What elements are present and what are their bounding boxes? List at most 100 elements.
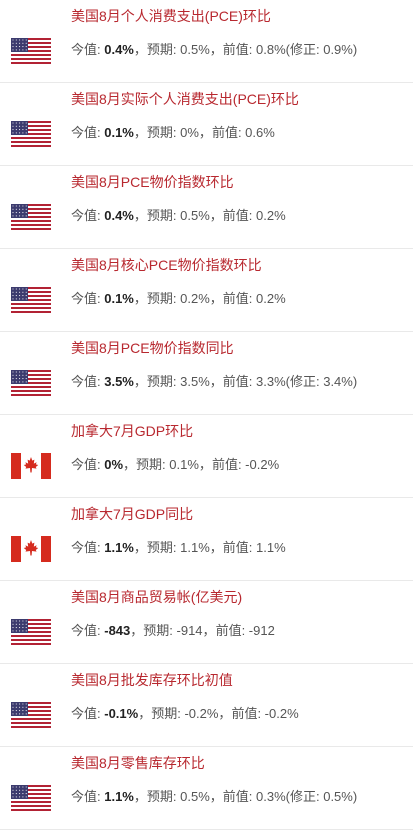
forecast-value: 3.5% [180, 374, 210, 389]
indicator-values: 今值: 0.1%，预期: 0.2%，前值: 0.2% [71, 288, 286, 307]
previous-label: 前值: [222, 42, 257, 57]
calendar-item-7[interactable]: 加拿大7月GDP同比 今值: 1.1%，预期: 1.1%，前值: 1.1% [0, 498, 413, 581]
forecast-label: 预期: [151, 706, 185, 721]
separator: ， [209, 291, 223, 306]
actual-value: 0.1% [104, 125, 134, 140]
actual-label: 今值: [71, 706, 105, 721]
previous-value: 0.3% [256, 789, 286, 804]
separator: ， [133, 208, 147, 223]
us-flag-icon [11, 785, 51, 811]
actual-label: 今值: [71, 540, 105, 555]
indicator-title[interactable]: 加拿大7月GDP环比 [71, 423, 194, 439]
previous-value: 0.2% [256, 208, 286, 223]
separator: ， [209, 42, 223, 57]
previous-label: 前值: [215, 623, 249, 638]
canada-flag-icon [11, 453, 51, 479]
separator: ， [209, 789, 223, 804]
actual-value: 0.4% [104, 42, 134, 57]
previous-value: 3.3% [256, 374, 286, 389]
us-flag-icon [11, 619, 51, 645]
indicator-values: 今值: 1.1%，预期: 0.5%，前值: 0.3%(修正: 0.5%) [71, 786, 357, 805]
separator: ， [218, 706, 232, 721]
forecast-label: 预期: [146, 789, 181, 804]
calendar-item-10[interactable]: 美国8月零售库存环比 今值: 1.1%，预期: 0.5%，前值: 0.3%(修正… [0, 747, 413, 830]
forecast-value: -0.2% [184, 706, 219, 721]
actual-value: -843 [104, 623, 131, 638]
forecast-label: 预期: [146, 374, 181, 389]
separator: ， [130, 623, 144, 638]
forecast-label: 预期: [146, 208, 181, 223]
indicator-title[interactable]: 美国8月零售库存环比 [71, 755, 205, 771]
forecast-value: 0.5% [180, 208, 210, 223]
actual-value: 0.1% [104, 291, 134, 306]
calendar-item-3[interactable]: 美国8月PCE物价指数环比 今值: 0.4%，预期: 0.5%，前值: 0.2% [0, 166, 413, 249]
separator: ， [202, 623, 216, 638]
previous-value: -0.2% [245, 457, 280, 472]
separator: ， [209, 540, 223, 555]
previous-value: 0.8% [256, 42, 286, 57]
forecast-label: 预期: [136, 457, 170, 472]
actual-label: 今值: [71, 125, 105, 140]
separator: ， [198, 125, 212, 140]
revised-value: (修正: 0.5%) [285, 789, 358, 804]
forecast-label: 预期: [146, 42, 181, 57]
calendar-item-5[interactable]: 美国8月PCE物价指数同比 今值: 3.5%，预期: 3.5%，前值: 3.3%… [0, 332, 413, 415]
forecast-value: 0.2% [180, 291, 210, 306]
indicator-title[interactable]: 美国8月PCE物价指数环比 [71, 174, 234, 190]
previous-value: -0.2% [264, 706, 299, 721]
indicator-values: 今值: 0.4%，预期: 0.5%，前值: 0.2% [71, 205, 286, 224]
separator: ， [198, 457, 212, 472]
separator: ， [133, 374, 147, 389]
actual-value: 0.4% [104, 208, 134, 223]
actual-label: 今值: [71, 374, 105, 389]
revised-value: (修正: 3.4%) [285, 374, 358, 389]
forecast-value: 0.1% [169, 457, 199, 472]
calendar-item-8[interactable]: 美国8月商品贸易帐(亿美元) 今值: -843，预期: -914，前值: -91… [0, 581, 413, 664]
indicator-title[interactable]: 美国8月批发库存环比初值 [71, 672, 233, 688]
indicator-title[interactable]: 加拿大7月GDP同比 [71, 506, 194, 522]
actual-value: 1.1% [104, 789, 134, 804]
previous-label: 前值: [222, 789, 257, 804]
indicator-values: 今值: 3.5%，预期: 3.5%，前值: 3.3%(修正: 3.4%) [71, 371, 357, 390]
forecast-value: 0.5% [180, 42, 210, 57]
previous-label: 前值: [211, 125, 246, 140]
calendar-item-4[interactable]: 美国8月核心PCE物价指数环比 今值: 0.1%，预期: 0.2%，前值: 0.… [0, 249, 413, 332]
actual-value: 3.5% [104, 374, 134, 389]
indicator-values: 今值: 0%，预期: 0.1%，前值: -0.2% [71, 454, 279, 473]
calendar-item-6[interactable]: 加拿大7月GDP环比 今值: 0%，预期: 0.1%，前值: -0.2% [0, 415, 413, 498]
indicator-title[interactable]: 美国8月PCE物价指数同比 [71, 340, 234, 356]
actual-value: 0% [104, 457, 124, 472]
indicator-title[interactable]: 美国8月个人消费支出(PCE)环比 [71, 8, 271, 24]
calendar-item-9[interactable]: 美国8月批发库存环比初值 今值: -0.1%，预期: -0.2%，前值: -0.… [0, 664, 413, 747]
actual-label: 今值: [71, 42, 105, 57]
forecast-label: 预期: [146, 291, 181, 306]
actual-label: 今值: [71, 789, 105, 804]
actual-label: 今值: [71, 208, 105, 223]
indicator-title[interactable]: 美国8月实际个人消费支出(PCE)环比 [71, 91, 299, 107]
previous-label: 前值: [222, 374, 257, 389]
previous-value: 1.1% [256, 540, 286, 555]
separator: ， [133, 42, 147, 57]
separator: ， [209, 208, 223, 223]
calendar-item-1[interactable]: 美国8月个人消费支出(PCE)环比 今值: 0.4%，预期: 0.5%，前值: … [0, 0, 413, 83]
previous-label: 前值: [211, 457, 246, 472]
actual-label: 今值: [71, 457, 105, 472]
separator: ， [133, 789, 147, 804]
indicator-values: 今值: 1.1%，预期: 1.1%，前值: 1.1% [71, 537, 286, 556]
revised-value: (修正: 0.9%) [285, 42, 358, 57]
previous-label: 前值: [222, 291, 257, 306]
us-flag-icon [11, 287, 51, 313]
separator: ， [133, 291, 147, 306]
forecast-value: 1.1% [180, 540, 210, 555]
indicator-title[interactable]: 美国8月商品贸易帐(亿美元) [71, 589, 243, 605]
actual-label: 今值: [71, 291, 105, 306]
actual-value: -0.1% [104, 706, 139, 721]
calendar-item-2[interactable]: 美国8月实际个人消费支出(PCE)环比 今值: 0.1%，预期: 0%，前值: … [0, 83, 413, 166]
forecast-label: 预期: [143, 623, 177, 638]
actual-value: 1.1% [104, 540, 134, 555]
indicator-values: 今值: -0.1%，预期: -0.2%，前值: -0.2% [71, 703, 299, 722]
actual-label: 今值: [71, 623, 105, 638]
us-flag-icon [11, 370, 51, 396]
indicator-title[interactable]: 美国8月核心PCE物价指数环比 [71, 257, 262, 273]
